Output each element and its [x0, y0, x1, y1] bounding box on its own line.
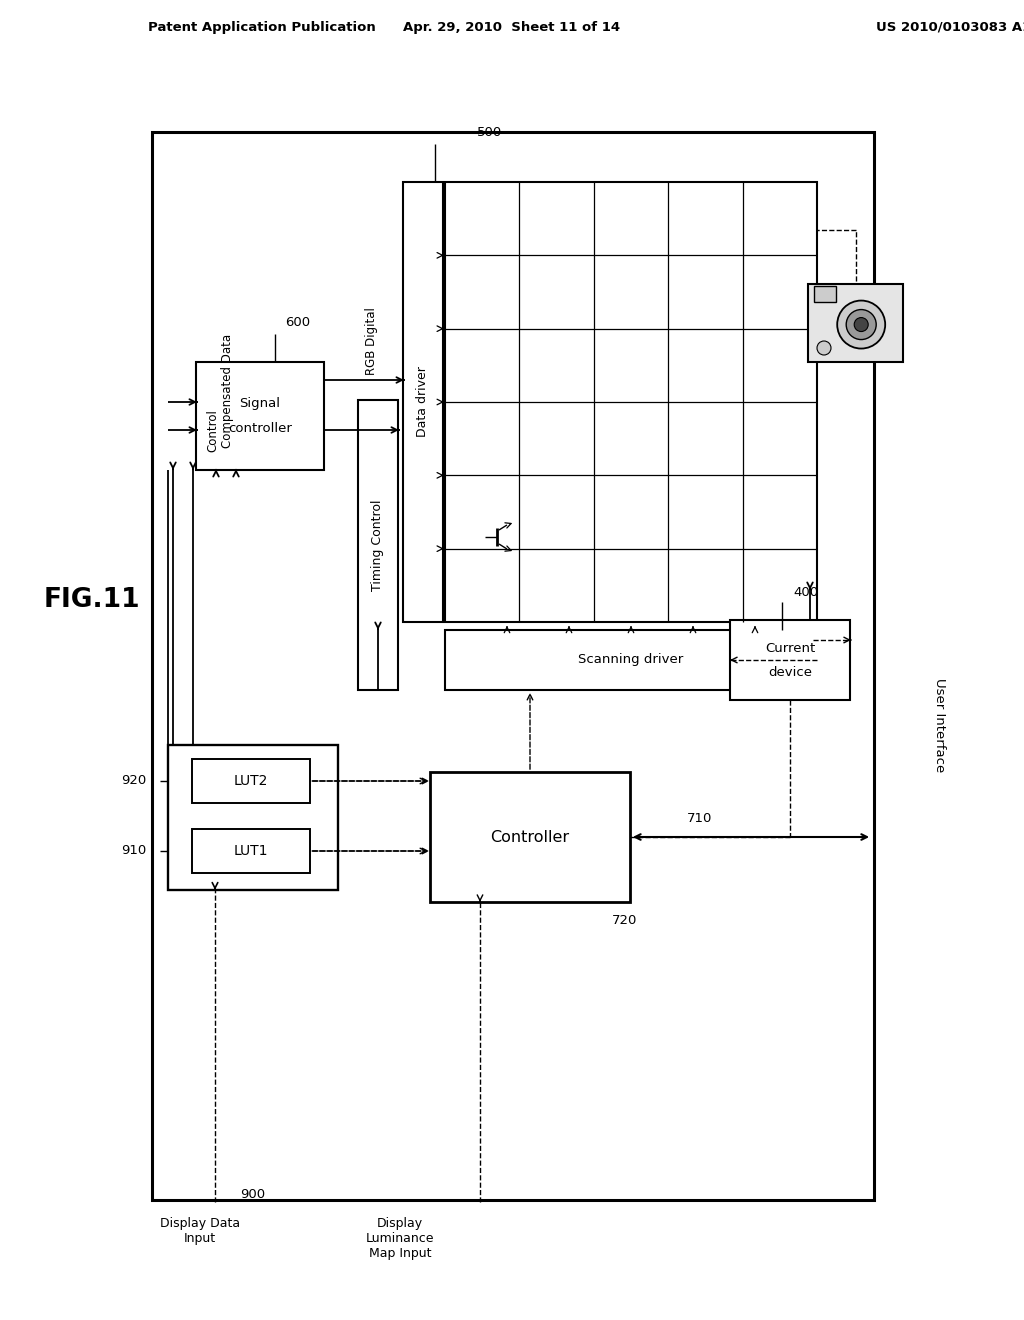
FancyBboxPatch shape — [730, 620, 850, 700]
Circle shape — [838, 301, 885, 348]
Text: Display Data
Input: Display Data Input — [160, 1217, 240, 1245]
Text: LUT2: LUT2 — [233, 774, 268, 788]
FancyBboxPatch shape — [403, 182, 443, 622]
Text: 400: 400 — [793, 586, 818, 598]
Text: 710: 710 — [687, 813, 713, 825]
FancyBboxPatch shape — [193, 759, 310, 803]
FancyBboxPatch shape — [814, 286, 836, 302]
FancyBboxPatch shape — [152, 132, 874, 1200]
Text: Scanning driver: Scanning driver — [579, 653, 684, 667]
Text: 500: 500 — [477, 125, 503, 139]
Text: 900: 900 — [240, 1188, 265, 1201]
Text: device: device — [768, 665, 812, 678]
Text: US 2010/0103083 A1: US 2010/0103083 A1 — [876, 21, 1024, 33]
Text: RGB Digital: RGB Digital — [365, 308, 378, 375]
Text: Current: Current — [765, 642, 815, 655]
Text: Control: Control — [207, 409, 219, 453]
FancyBboxPatch shape — [193, 829, 310, 873]
Text: 720: 720 — [612, 913, 638, 927]
Text: Display
Luminance
Map Input: Display Luminance Map Input — [366, 1217, 434, 1261]
Circle shape — [817, 341, 831, 355]
Text: 910: 910 — [121, 845, 146, 858]
FancyBboxPatch shape — [445, 630, 817, 690]
Text: 600: 600 — [285, 315, 310, 329]
Text: controller: controller — [228, 421, 292, 434]
FancyBboxPatch shape — [196, 362, 324, 470]
Text: Compensated Data: Compensated Data — [221, 334, 234, 447]
Circle shape — [846, 310, 877, 339]
Text: Signal: Signal — [240, 397, 281, 411]
Text: User Interface: User Interface — [934, 678, 946, 772]
Text: Patent Application Publication: Patent Application Publication — [148, 21, 376, 33]
Text: Apr. 29, 2010  Sheet 11 of 14: Apr. 29, 2010 Sheet 11 of 14 — [403, 21, 621, 33]
Text: Controller: Controller — [490, 829, 569, 845]
FancyBboxPatch shape — [430, 772, 630, 902]
FancyBboxPatch shape — [168, 744, 338, 890]
FancyBboxPatch shape — [358, 400, 398, 690]
Text: 920: 920 — [121, 775, 146, 788]
Text: Timing Control: Timing Control — [372, 499, 384, 591]
FancyBboxPatch shape — [445, 182, 817, 622]
Text: FIG.11: FIG.11 — [44, 587, 140, 612]
Text: LUT1: LUT1 — [233, 843, 268, 858]
Text: Data driver: Data driver — [417, 367, 429, 437]
FancyBboxPatch shape — [808, 284, 903, 362]
Circle shape — [854, 318, 868, 331]
